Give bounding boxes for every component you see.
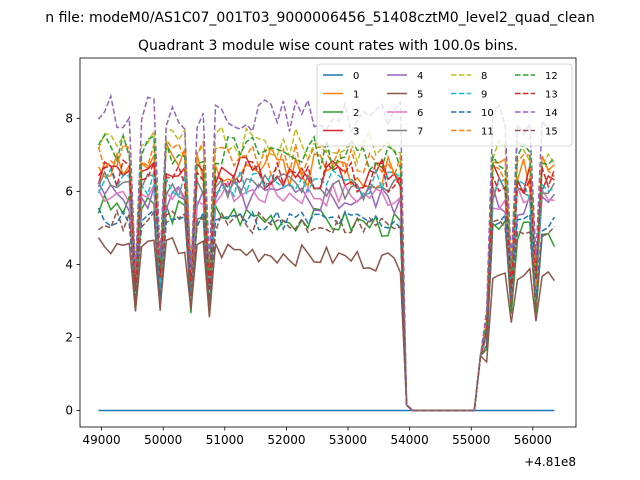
- series-line-13: [97, 159, 556, 412]
- figure-suptitle: n file: modeM0/AS1C07_001T03_9000006456_…: [45, 10, 594, 26]
- series-line-15: [98, 208, 555, 412]
- y-tick-label: 8: [65, 111, 73, 125]
- legend-label-4: 4: [417, 71, 423, 82]
- legend-label-13: 13: [545, 90, 558, 101]
- x-tick-label: 53000: [329, 433, 367, 447]
- chart-title: Quadrant 3 module wise count rates with …: [138, 38, 518, 54]
- x-tick-label: 51000: [206, 433, 244, 447]
- y-tick-label: 0: [65, 404, 73, 418]
- x-tick-label: 56000: [514, 433, 552, 447]
- x-tick-label: 50000: [144, 433, 182, 447]
- legend-label-2: 2: [353, 108, 359, 119]
- axes-frame: [79, 57, 577, 428]
- legend-label-3: 3: [353, 127, 359, 138]
- legend-box: [316, 63, 573, 147]
- legend-label-14: 14: [545, 108, 558, 119]
- legend-label-5: 5: [417, 90, 423, 101]
- legend-label-7: 7: [417, 127, 423, 138]
- legend-label-6: 6: [417, 108, 423, 119]
- series-line-12: [97, 132, 555, 412]
- x-tick-label: 49000: [82, 433, 120, 447]
- legend-label-8: 8: [481, 71, 487, 82]
- legend-label-1: 1: [353, 90, 359, 101]
- y-axis: 0 2 4 6 8: [65, 111, 80, 418]
- plot-area: [79, 57, 577, 428]
- legend-label-0: 0: [353, 71, 359, 82]
- y-tick-label: 4: [65, 257, 73, 271]
- x-axis-offset-label: +4.81e8: [524, 455, 576, 469]
- legend-label-11: 11: [481, 127, 494, 138]
- x-tick-label: 55000: [452, 433, 490, 447]
- legend-label-9: 9: [481, 90, 487, 101]
- x-axis: 49000 50000 51000 52000 53000 54000 55000 56000: [82, 427, 552, 447]
- y-tick-label: 2: [65, 330, 73, 344]
- legend-label-10: 10: [481, 108, 494, 119]
- y-tick-label: 6: [65, 184, 73, 198]
- legend-label-12: 12: [545, 71, 558, 82]
- x-tick-label: 52000: [267, 433, 305, 447]
- legend-label-15: 15: [545, 127, 558, 138]
- series-line-2: [97, 193, 556, 412]
- x-tick-label: 54000: [391, 433, 429, 447]
